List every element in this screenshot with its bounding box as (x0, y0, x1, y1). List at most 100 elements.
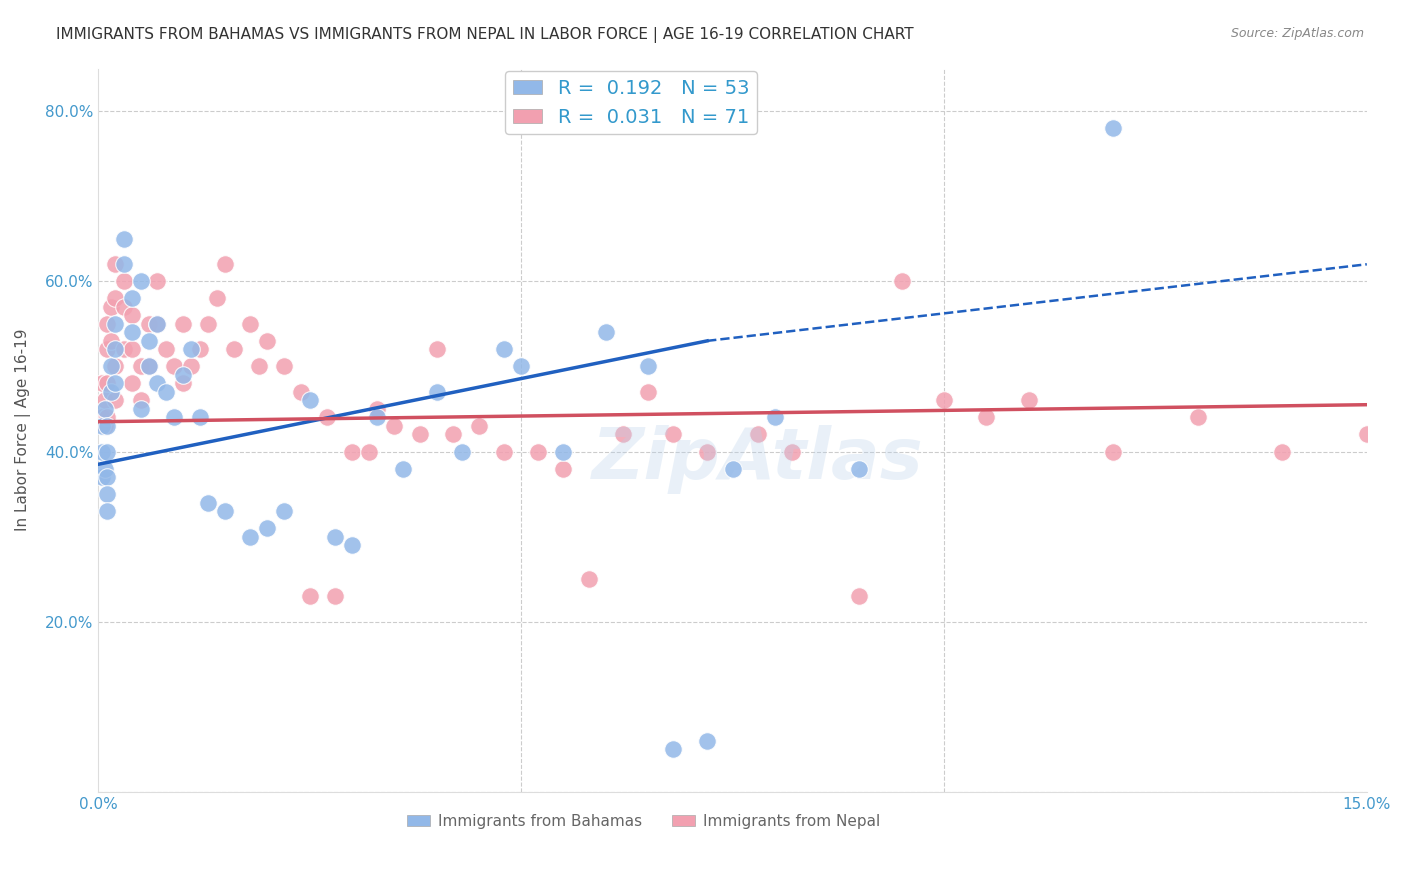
Text: ZipAtlas: ZipAtlas (592, 425, 924, 493)
Point (340, 444, 363, 458)
Point (890, 274, 912, 288)
Point (696, 444, 718, 458)
Point (553, 444, 575, 458)
Point (91, 376, 114, 391)
Point (298, 589, 321, 603)
Point (172, 317, 194, 331)
Point (180, 359, 202, 374)
Point (340, 538, 363, 552)
Point (239, 530, 262, 544)
Point (1018, 393, 1040, 408)
Point (96, 419, 118, 434)
Point (121, 291, 143, 305)
Point (104, 393, 127, 408)
Point (96, 317, 118, 331)
Y-axis label: In Labor Force | Age 16-19: In Labor Force | Age 16-19 (15, 329, 31, 532)
Text: Source: ZipAtlas.com: Source: ZipAtlas.com (1230, 27, 1364, 40)
Point (1102, 121, 1125, 136)
Point (112, 257, 135, 271)
Point (146, 274, 169, 288)
Point (121, 309, 143, 323)
Point (510, 359, 533, 374)
Point (273, 504, 295, 518)
Point (197, 495, 219, 509)
Point (100, 384, 122, 399)
Point (121, 343, 143, 357)
Point (696, 734, 718, 748)
Point (214, 504, 236, 518)
Point (256, 334, 278, 348)
Point (146, 317, 169, 331)
Point (155, 343, 177, 357)
Point (96, 410, 118, 425)
Point (256, 521, 278, 535)
Point (94, 401, 117, 416)
Point (494, 343, 516, 357)
Point (553, 461, 575, 475)
Point (112, 343, 135, 357)
Point (112, 232, 135, 246)
Point (239, 317, 262, 331)
Point (662, 742, 685, 756)
Point (100, 359, 122, 374)
Point (188, 343, 211, 357)
Point (91, 444, 114, 458)
Point (197, 317, 219, 331)
Point (188, 410, 211, 425)
Point (932, 393, 955, 408)
Point (129, 359, 152, 374)
Point (468, 419, 491, 434)
Point (104, 343, 127, 357)
Point (205, 291, 228, 305)
Point (172, 376, 194, 391)
Point (494, 444, 516, 458)
Point (104, 291, 127, 305)
Point (366, 401, 388, 416)
Point (155, 384, 177, 399)
Point (96, 343, 118, 357)
Point (129, 401, 152, 416)
Point (163, 359, 186, 374)
Point (848, 589, 870, 603)
Point (94, 393, 117, 408)
Point (391, 461, 413, 475)
Point (146, 376, 169, 391)
Point (121, 326, 143, 340)
Point (780, 444, 803, 458)
Point (138, 317, 160, 331)
Point (1355, 427, 1378, 442)
Point (104, 359, 127, 374)
Point (366, 410, 388, 425)
Point (451, 444, 474, 458)
Point (163, 410, 186, 425)
Point (763, 410, 786, 425)
Point (974, 410, 997, 425)
Point (527, 444, 550, 458)
Point (848, 461, 870, 475)
Point (112, 300, 135, 314)
Point (222, 343, 245, 357)
Point (180, 343, 202, 357)
Point (129, 393, 152, 408)
Point (104, 257, 127, 271)
Point (129, 274, 152, 288)
Point (408, 427, 430, 442)
Point (1102, 444, 1125, 458)
Point (104, 376, 127, 391)
Point (96, 444, 118, 458)
Point (96, 376, 118, 391)
Point (637, 384, 659, 399)
Point (104, 317, 127, 331)
Point (146, 317, 169, 331)
Point (595, 326, 617, 340)
Point (94, 419, 117, 434)
Legend: Immigrants from Bahamas, Immigrants from Nepal: Immigrants from Bahamas, Immigrants from… (401, 808, 886, 835)
Point (323, 530, 346, 544)
Point (425, 343, 447, 357)
Point (96, 504, 118, 518)
Point (323, 589, 346, 603)
Point (1271, 444, 1294, 458)
Point (637, 359, 659, 374)
Point (96, 470, 118, 484)
Point (290, 384, 312, 399)
